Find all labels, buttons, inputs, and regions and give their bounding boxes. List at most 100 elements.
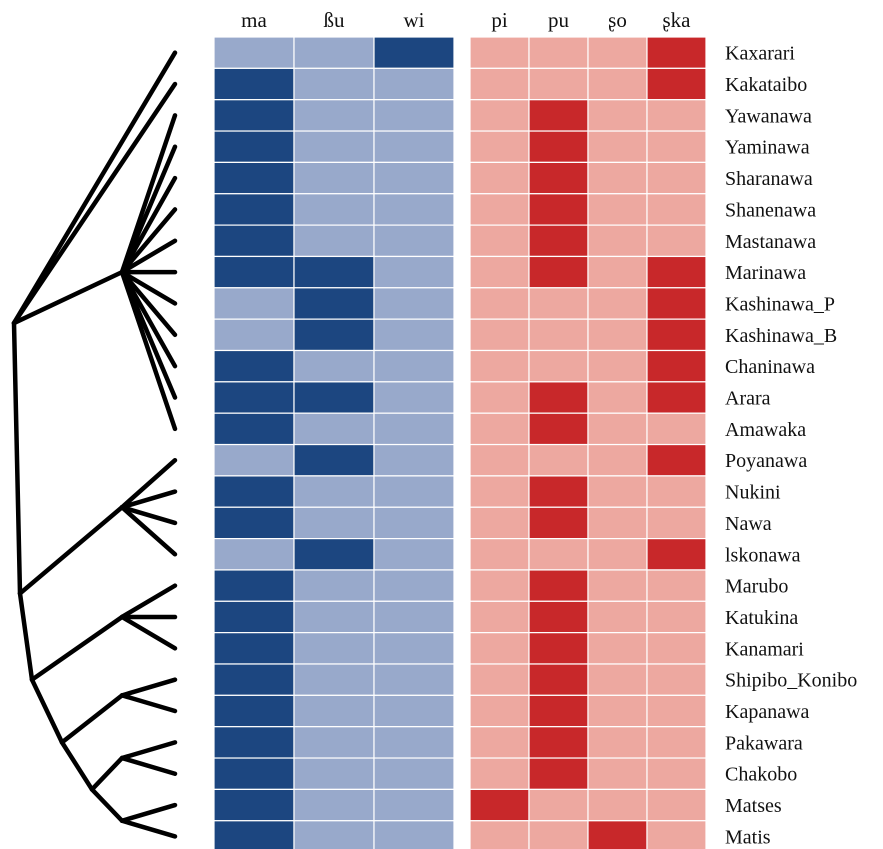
heatmap-cell-left	[373, 663, 455, 696]
language-label: Kanamari	[725, 638, 804, 660]
tree-branch	[11, 81, 178, 326]
heatmap-cell-right	[646, 788, 707, 822]
heatmap-cell-right	[528, 99, 589, 132]
heatmap-cell-right	[587, 600, 648, 634]
column-label-left: wi	[404, 8, 425, 32]
heatmap-cell-right	[587, 820, 648, 849]
heatmap-cell-right	[646, 224, 707, 258]
heatmap-cell-right	[646, 443, 707, 477]
heatmap-cell-right	[469, 161, 530, 195]
heatmap-cell-right	[646, 726, 707, 759]
heatmap-cell-right	[469, 663, 530, 696]
heatmap-cell-right	[646, 632, 707, 665]
heatmap-cell-right	[469, 600, 530, 634]
heatmap-cell-right	[587, 287, 648, 320]
heatmap-cell-left	[373, 726, 455, 759]
heatmap-cell-left	[293, 475, 375, 508]
heatmap-cell-right	[528, 475, 589, 508]
tree-branch	[119, 818, 178, 839]
heatmap-cell-right	[646, 130, 707, 164]
heatmap-cell-right	[469, 130, 530, 164]
heatmap-cell-left	[213, 569, 295, 602]
language-label: Chaninawa	[725, 356, 815, 378]
heatmap-cell-right	[528, 569, 589, 602]
heatmap-cell-left	[213, 788, 295, 822]
heatmap-cell-right	[646, 569, 707, 602]
heatmap-cell-left	[293, 224, 375, 258]
heatmap-cell-left	[293, 161, 375, 195]
tree-branch	[119, 489, 178, 510]
tree-branch	[119, 583, 178, 620]
heatmap-cell-left	[373, 224, 455, 258]
heatmap-cell-right	[646, 287, 707, 320]
heatmap-cell-left	[373, 475, 455, 508]
language-label: Poyanawa	[725, 450, 807, 472]
heatmap-cell-left	[213, 318, 295, 352]
heatmap-cell-right	[587, 67, 648, 101]
heatmap-cell-right	[469, 381, 530, 414]
language-label: Amawaka	[725, 419, 806, 441]
heatmap-cell-left	[293, 255, 375, 289]
heatmap-cell-right	[646, 349, 707, 383]
heatmap-cell-left	[293, 663, 375, 696]
heatmap-cell-right	[646, 381, 707, 414]
column-label-right: ʂka	[663, 8, 692, 32]
heatmap-cell-left	[213, 600, 295, 634]
heatmap-cell-right	[528, 130, 589, 164]
tree-branch	[119, 175, 178, 275]
heatmap-cell-right	[528, 381, 589, 414]
language-label: Shipibo_Konibo	[725, 670, 857, 692]
tree-branch	[119, 505, 178, 526]
heatmap-cell-left	[373, 757, 455, 790]
heatmap-cell-left	[213, 224, 295, 258]
heatmap-cell-left	[373, 694, 455, 728]
heatmap-cell-right	[587, 632, 648, 665]
language-label: lskonawa	[725, 544, 801, 566]
heatmap-cell-left	[293, 193, 375, 226]
column-header-labels: ma ßu wi pi pu ʂo ʂka	[241, 8, 691, 32]
heatmap-cell-left	[373, 381, 455, 414]
tree-branch	[59, 740, 95, 792]
column-label-right: pi	[491, 8, 508, 32]
heatmap-cell-left	[293, 726, 375, 759]
heatmap-cell-left	[293, 632, 375, 665]
heatmap-cell-right	[469, 820, 530, 849]
tree-branch	[119, 144, 178, 275]
heatmap-cell-right	[528, 726, 589, 759]
heatmap-cell-left	[293, 412, 375, 446]
heatmap-cell-right	[528, 443, 589, 477]
language-label: Shanenawa	[725, 199, 816, 221]
heatmap-cell-right	[469, 506, 530, 540]
heatmap-cell-left	[213, 820, 295, 849]
heatmap-cell-right	[646, 506, 707, 540]
heatmap-cell-right	[646, 694, 707, 728]
heatmap-cell-right	[528, 788, 589, 822]
tree-branch	[119, 740, 178, 761]
tree-branch	[119, 238, 178, 275]
heatmap-cell-right	[587, 412, 648, 446]
heatmap-cell-left	[213, 36, 295, 69]
heatmap-cell-left	[213, 287, 295, 320]
heatmap-cell-left	[373, 569, 455, 602]
heatmap-cell-right	[587, 443, 648, 477]
heatmap-cell-left	[373, 788, 455, 822]
heatmap-cell-left	[373, 820, 455, 849]
heatmap-cell-right	[528, 506, 589, 540]
heatmap-cell-right	[528, 757, 589, 790]
heatmap-cell-left	[373, 193, 455, 226]
heatmap-cell-left	[293, 99, 375, 132]
column-label-left: ßu	[324, 8, 346, 32]
tree-branch	[11, 269, 125, 326]
heatmap-cell-left	[213, 475, 295, 508]
heatmap-cell-right	[646, 255, 707, 289]
heatmap-cell-left	[213, 537, 295, 571]
language-label: Arara	[725, 388, 771, 410]
heatmap-cell-right	[469, 99, 530, 132]
heatmap-cell-left	[213, 694, 295, 728]
heatmap-cell-right	[469, 537, 530, 571]
tree-branch	[59, 693, 125, 745]
tree-branch	[11, 320, 23, 596]
tree-branch	[29, 677, 65, 745]
language-label: Yawanawa	[725, 105, 812, 127]
language-label: Matis	[725, 826, 771, 848]
